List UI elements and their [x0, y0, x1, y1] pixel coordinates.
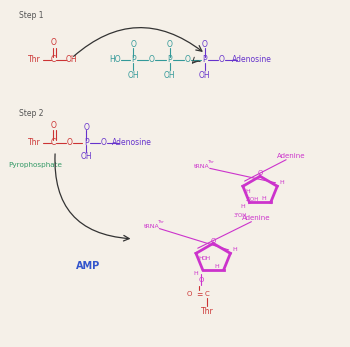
Text: Adenine: Adenine: [277, 153, 306, 159]
Text: 2'OH: 2'OH: [246, 197, 259, 202]
Text: C: C: [51, 138, 56, 147]
Text: O: O: [210, 238, 216, 244]
Text: OH: OH: [199, 71, 210, 80]
Text: O: O: [131, 40, 136, 49]
Text: O: O: [167, 40, 173, 49]
Text: Thr: Thr: [28, 138, 40, 147]
Text: H: H: [193, 271, 198, 276]
Text: O: O: [50, 121, 56, 130]
Text: Thr: Thr: [201, 307, 214, 316]
Text: HO: HO: [110, 56, 121, 65]
Text: Step 1: Step 1: [19, 11, 43, 20]
Text: C: C: [205, 291, 209, 297]
Text: Adenine: Adenine: [242, 214, 271, 221]
Text: P: P: [202, 56, 207, 65]
Text: C: C: [51, 56, 56, 65]
Text: AMP: AMP: [76, 261, 100, 271]
Text: O: O: [67, 138, 73, 147]
Text: O: O: [202, 40, 208, 49]
Text: OH: OH: [66, 56, 77, 65]
Text: =: =: [196, 290, 202, 299]
Text: O: O: [187, 291, 192, 297]
Text: H: H: [245, 188, 250, 194]
Text: OH: OH: [80, 152, 92, 161]
Text: P: P: [84, 138, 89, 147]
Text: H: H: [279, 180, 284, 185]
Text: P: P: [168, 56, 172, 65]
Text: OH: OH: [202, 256, 211, 261]
Text: Pyrophosphate: Pyrophosphate: [8, 162, 62, 168]
Text: O: O: [101, 138, 107, 147]
Text: O: O: [198, 277, 204, 283]
Text: H: H: [232, 247, 237, 252]
Text: O: O: [148, 56, 154, 65]
Text: Thr: Thr: [28, 56, 40, 65]
Text: Adenosine: Adenosine: [231, 56, 271, 65]
Text: H: H: [261, 196, 266, 202]
Text: OH: OH: [127, 71, 139, 80]
Text: 3'OH: 3'OH: [234, 213, 247, 218]
Text: O: O: [219, 56, 225, 65]
Text: Thr: Thr: [157, 220, 164, 224]
Text: H: H: [198, 256, 203, 261]
Text: O: O: [50, 38, 56, 47]
Text: O: O: [185, 56, 191, 65]
Text: P: P: [131, 56, 136, 65]
Text: Step 2: Step 2: [19, 109, 43, 118]
Text: OH: OH: [164, 71, 176, 80]
Text: H: H: [215, 264, 219, 269]
Text: tRNA: tRNA: [194, 164, 210, 169]
Text: Thr: Thr: [207, 160, 214, 164]
Text: Adenosine: Adenosine: [112, 138, 152, 147]
Text: O: O: [257, 170, 263, 177]
Text: tRNA: tRNA: [144, 225, 160, 229]
Text: H: H: [240, 204, 245, 209]
Text: O: O: [84, 122, 89, 132]
